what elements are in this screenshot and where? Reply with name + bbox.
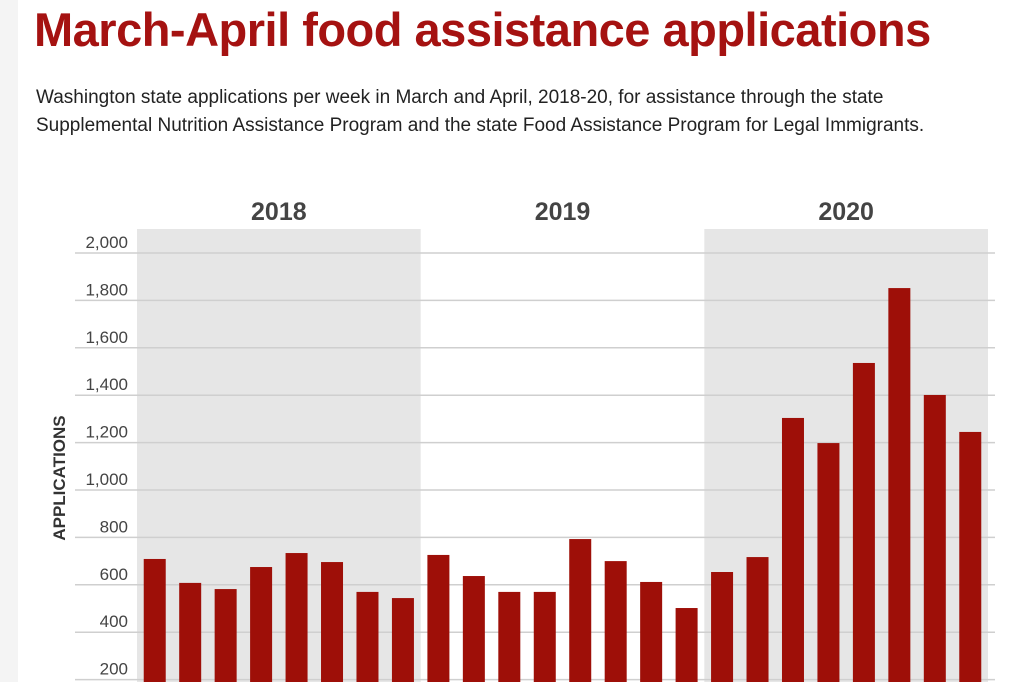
year-label-2018: 2018 — [251, 198, 307, 226]
bar-2020-week-7 — [923, 394, 946, 682]
y-tick-label: 200 — [100, 660, 128, 679]
y-tick-label: 1,800 — [85, 280, 128, 299]
bar-2020-week-8 — [959, 431, 982, 682]
bar-2020-week-6 — [888, 288, 911, 682]
chart-subtitle: Washington state applications per week i… — [36, 87, 925, 136]
bar-2018-week-8 — [391, 598, 414, 682]
bar-2020-week-2 — [746, 557, 769, 682]
bar-2018-week-3 — [214, 589, 237, 682]
year-label-2020: 2020 — [818, 198, 874, 226]
bar-2018-week-4 — [250, 567, 273, 682]
bar-2019-week-6 — [604, 561, 627, 682]
bar-2018-week-1 — [143, 558, 166, 682]
y-tick-label: 1,000 — [85, 470, 128, 489]
bar-2019-week-5 — [569, 539, 592, 682]
bar-2019-week-1 — [427, 554, 450, 682]
y-tick-label: 1,400 — [85, 375, 128, 394]
y-tick-label: 400 — [100, 612, 128, 631]
chart-title: March-April food assistance applications — [34, 3, 931, 56]
bar-2020-week-5 — [852, 362, 875, 682]
y-tick-label: 2,000 — [85, 233, 128, 252]
bar-2019-week-2 — [462, 576, 485, 682]
bar-2020-week-4 — [817, 443, 840, 682]
bar-2019-week-4 — [533, 591, 556, 682]
bar-2018-week-5 — [285, 553, 308, 682]
y-tick-label: 1,200 — [85, 423, 128, 442]
year-label-2019: 2019 — [535, 198, 591, 226]
y-tick-label: 1,600 — [85, 328, 128, 347]
bar-2018-week-7 — [356, 591, 379, 682]
bar-2019-week-8 — [675, 608, 698, 682]
bar-2018-week-6 — [321, 562, 344, 682]
bar-2020-week-3 — [781, 417, 804, 682]
bar-2019-week-3 — [498, 591, 521, 682]
bar-2019-week-7 — [640, 581, 663, 682]
y-axis-label: APPLICATIONS — [50, 415, 69, 540]
bar-2018-week-2 — [179, 582, 202, 682]
y-tick-label: 800 — [100, 517, 128, 536]
bar-2020-week-1 — [711, 572, 734, 682]
left-edge — [0, 0, 18, 682]
y-tick-label: 600 — [100, 565, 128, 584]
